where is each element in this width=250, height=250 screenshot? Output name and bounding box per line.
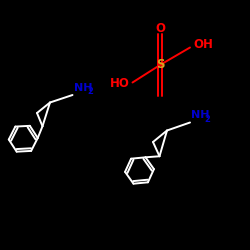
- Text: HO: HO: [110, 77, 130, 90]
- Text: NH: NH: [191, 110, 210, 120]
- Text: O: O: [155, 22, 165, 35]
- Text: S: S: [156, 58, 164, 71]
- Text: 2: 2: [204, 115, 210, 124]
- Text: NH: NH: [74, 83, 92, 93]
- Text: OH: OH: [193, 38, 213, 51]
- Text: 2: 2: [87, 88, 93, 96]
